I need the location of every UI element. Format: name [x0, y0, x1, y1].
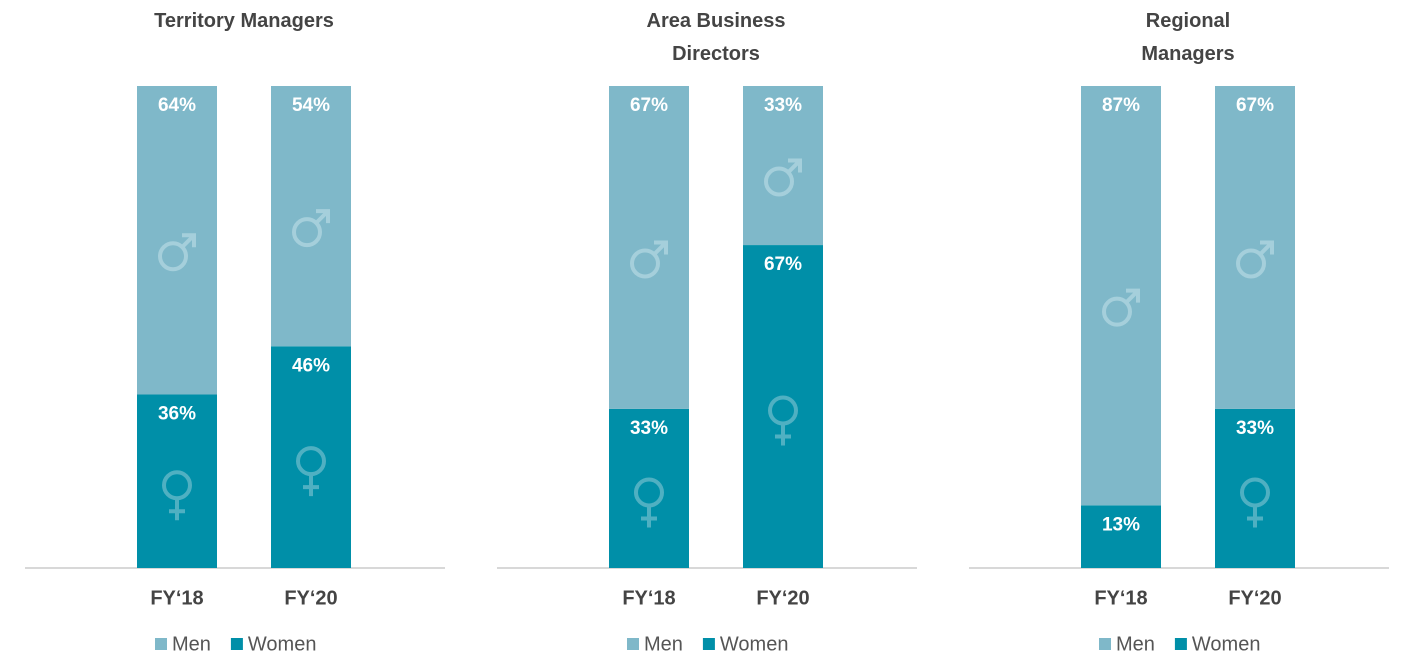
value-label: 67%	[764, 254, 802, 275]
value-label: 46%	[292, 355, 330, 376]
bar-segment	[1081, 505, 1161, 568]
value-label: 67%	[630, 95, 668, 116]
legend-swatch	[1099, 638, 1111, 650]
legend-swatch	[1174, 638, 1187, 650]
value-label: 33%	[630, 418, 668, 439]
value-label: 33%	[1236, 418, 1274, 439]
chart-title: Area Business Directors	[646, 10, 786, 65]
legend-label: Men	[644, 633, 683, 655]
bar-segment	[1215, 86, 1295, 409]
male-icon	[1258, 240, 1274, 256]
male-icon	[180, 233, 196, 249]
value-label: 36%	[158, 403, 196, 424]
bar-segment	[271, 86, 351, 347]
male-icon	[630, 248, 660, 279]
female-icon	[169, 498, 185, 521]
female-icon	[775, 423, 791, 446]
x-tick-label: FY‘20	[284, 587, 337, 609]
male-icon	[158, 241, 188, 272]
bar-segment	[137, 394, 217, 568]
male-icon	[764, 166, 794, 197]
male-icon	[1102, 296, 1132, 327]
bar-segment	[609, 408, 689, 568]
bar-segment	[609, 86, 689, 409]
x-tick-label: FY‘18	[1094, 587, 1147, 609]
male-icon	[652, 240, 668, 256]
bar-segment	[271, 346, 351, 568]
legend-label: Men	[172, 633, 211, 655]
chart-title: Territory Managers	[154, 10, 334, 32]
x-tick-label: FY‘18	[622, 587, 675, 609]
legend-label: Women	[720, 633, 789, 655]
bar-segment	[1215, 408, 1295, 568]
male-icon	[786, 158, 802, 174]
female-icon	[641, 505, 657, 528]
bar-segment	[743, 245, 823, 568]
chart-title: Regional Managers	[1141, 10, 1235, 65]
x-tick-label: FY‘20	[1228, 587, 1281, 609]
legend-label: Men	[1116, 633, 1155, 655]
bar-segment	[743, 86, 823, 246]
female-icon	[1247, 505, 1263, 528]
female-icon	[303, 474, 319, 497]
legend-swatch	[702, 638, 715, 650]
x-tick-label: FY‘18	[150, 587, 203, 609]
male-icon	[1124, 288, 1140, 305]
male-icon	[314, 209, 330, 225]
value-label: 67%	[1236, 95, 1274, 116]
bar-segment	[137, 86, 217, 395]
bar-segment	[1081, 86, 1161, 506]
legend-swatch	[230, 638, 243, 650]
value-label: 33%	[764, 95, 802, 116]
legend-label: Women	[248, 633, 317, 655]
x-tick-label: FY‘20	[756, 587, 809, 609]
value-label: 64%	[158, 95, 196, 116]
legend-swatch	[627, 638, 639, 650]
male-icon	[1236, 248, 1266, 279]
value-label: 13%	[1102, 514, 1140, 535]
male-icon	[292, 217, 322, 248]
legend-swatch	[155, 638, 167, 650]
legend-label: Women	[1192, 633, 1261, 655]
value-label: 87%	[1102, 95, 1140, 116]
value-label: 54%	[292, 95, 330, 116]
